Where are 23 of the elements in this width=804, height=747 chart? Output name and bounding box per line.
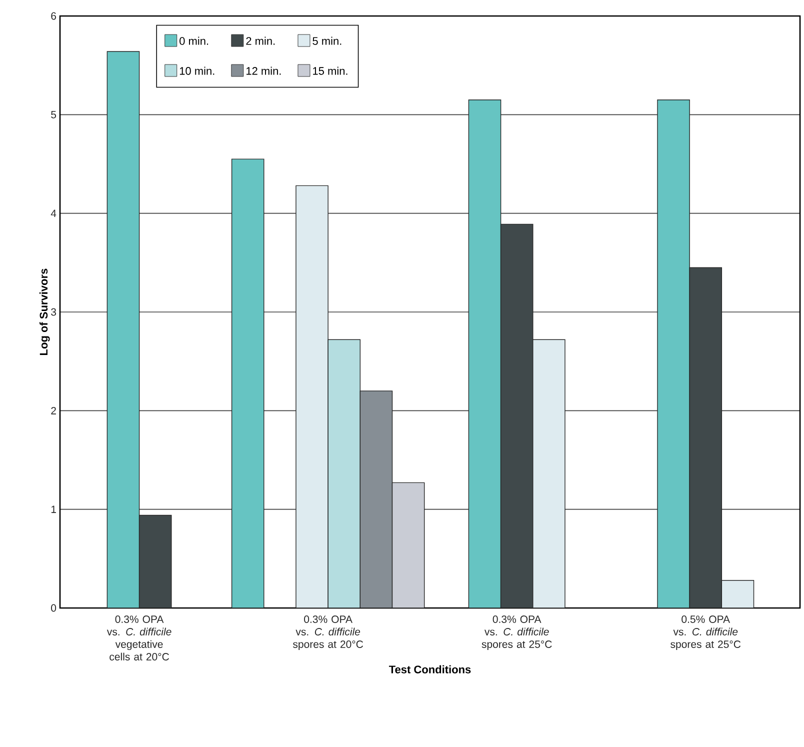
y-tick-label: 1 [51, 506, 56, 513]
bar [468, 100, 502, 608]
bar [657, 100, 690, 608]
x-tick-label: 0.5% OPA vs. C. difficile spores at 25°C [670, 616, 741, 650]
legend-label: 5 min. [312, 36, 342, 45]
y-tick-label: 0 [51, 604, 56, 612]
legend-label: 15 min. [313, 66, 348, 75]
x-axis-title: Test Conditions [388, 665, 471, 674]
bar [532, 339, 566, 608]
y-tick-label: 2 [51, 407, 56, 414]
legend-label: 2 min. [246, 36, 275, 45]
legend-label: 0 min. [180, 36, 208, 45]
x-tick-label: 0.3% OPA vs. C. difficile spores at 25°C [482, 616, 552, 650]
x-tick-label: 0.3% OPA vs. C. difficile vegetative cells at 20°C [106, 616, 172, 660]
y-tick-label: 3 [51, 308, 56, 316]
legend-label: 10 min. [180, 66, 214, 75]
y-tick-label: 6 [51, 12, 56, 20]
x-tick-label: 0.3% OPA vs. C. difficile spores at 20°C [292, 616, 364, 650]
bar [721, 580, 754, 608]
y-tick-label: 5 [51, 111, 56, 118]
legend-label: 12 min. [246, 66, 281, 75]
y-tick-label: 4 [50, 210, 56, 217]
y-axis-title: Log of Survivors [40, 268, 50, 355]
